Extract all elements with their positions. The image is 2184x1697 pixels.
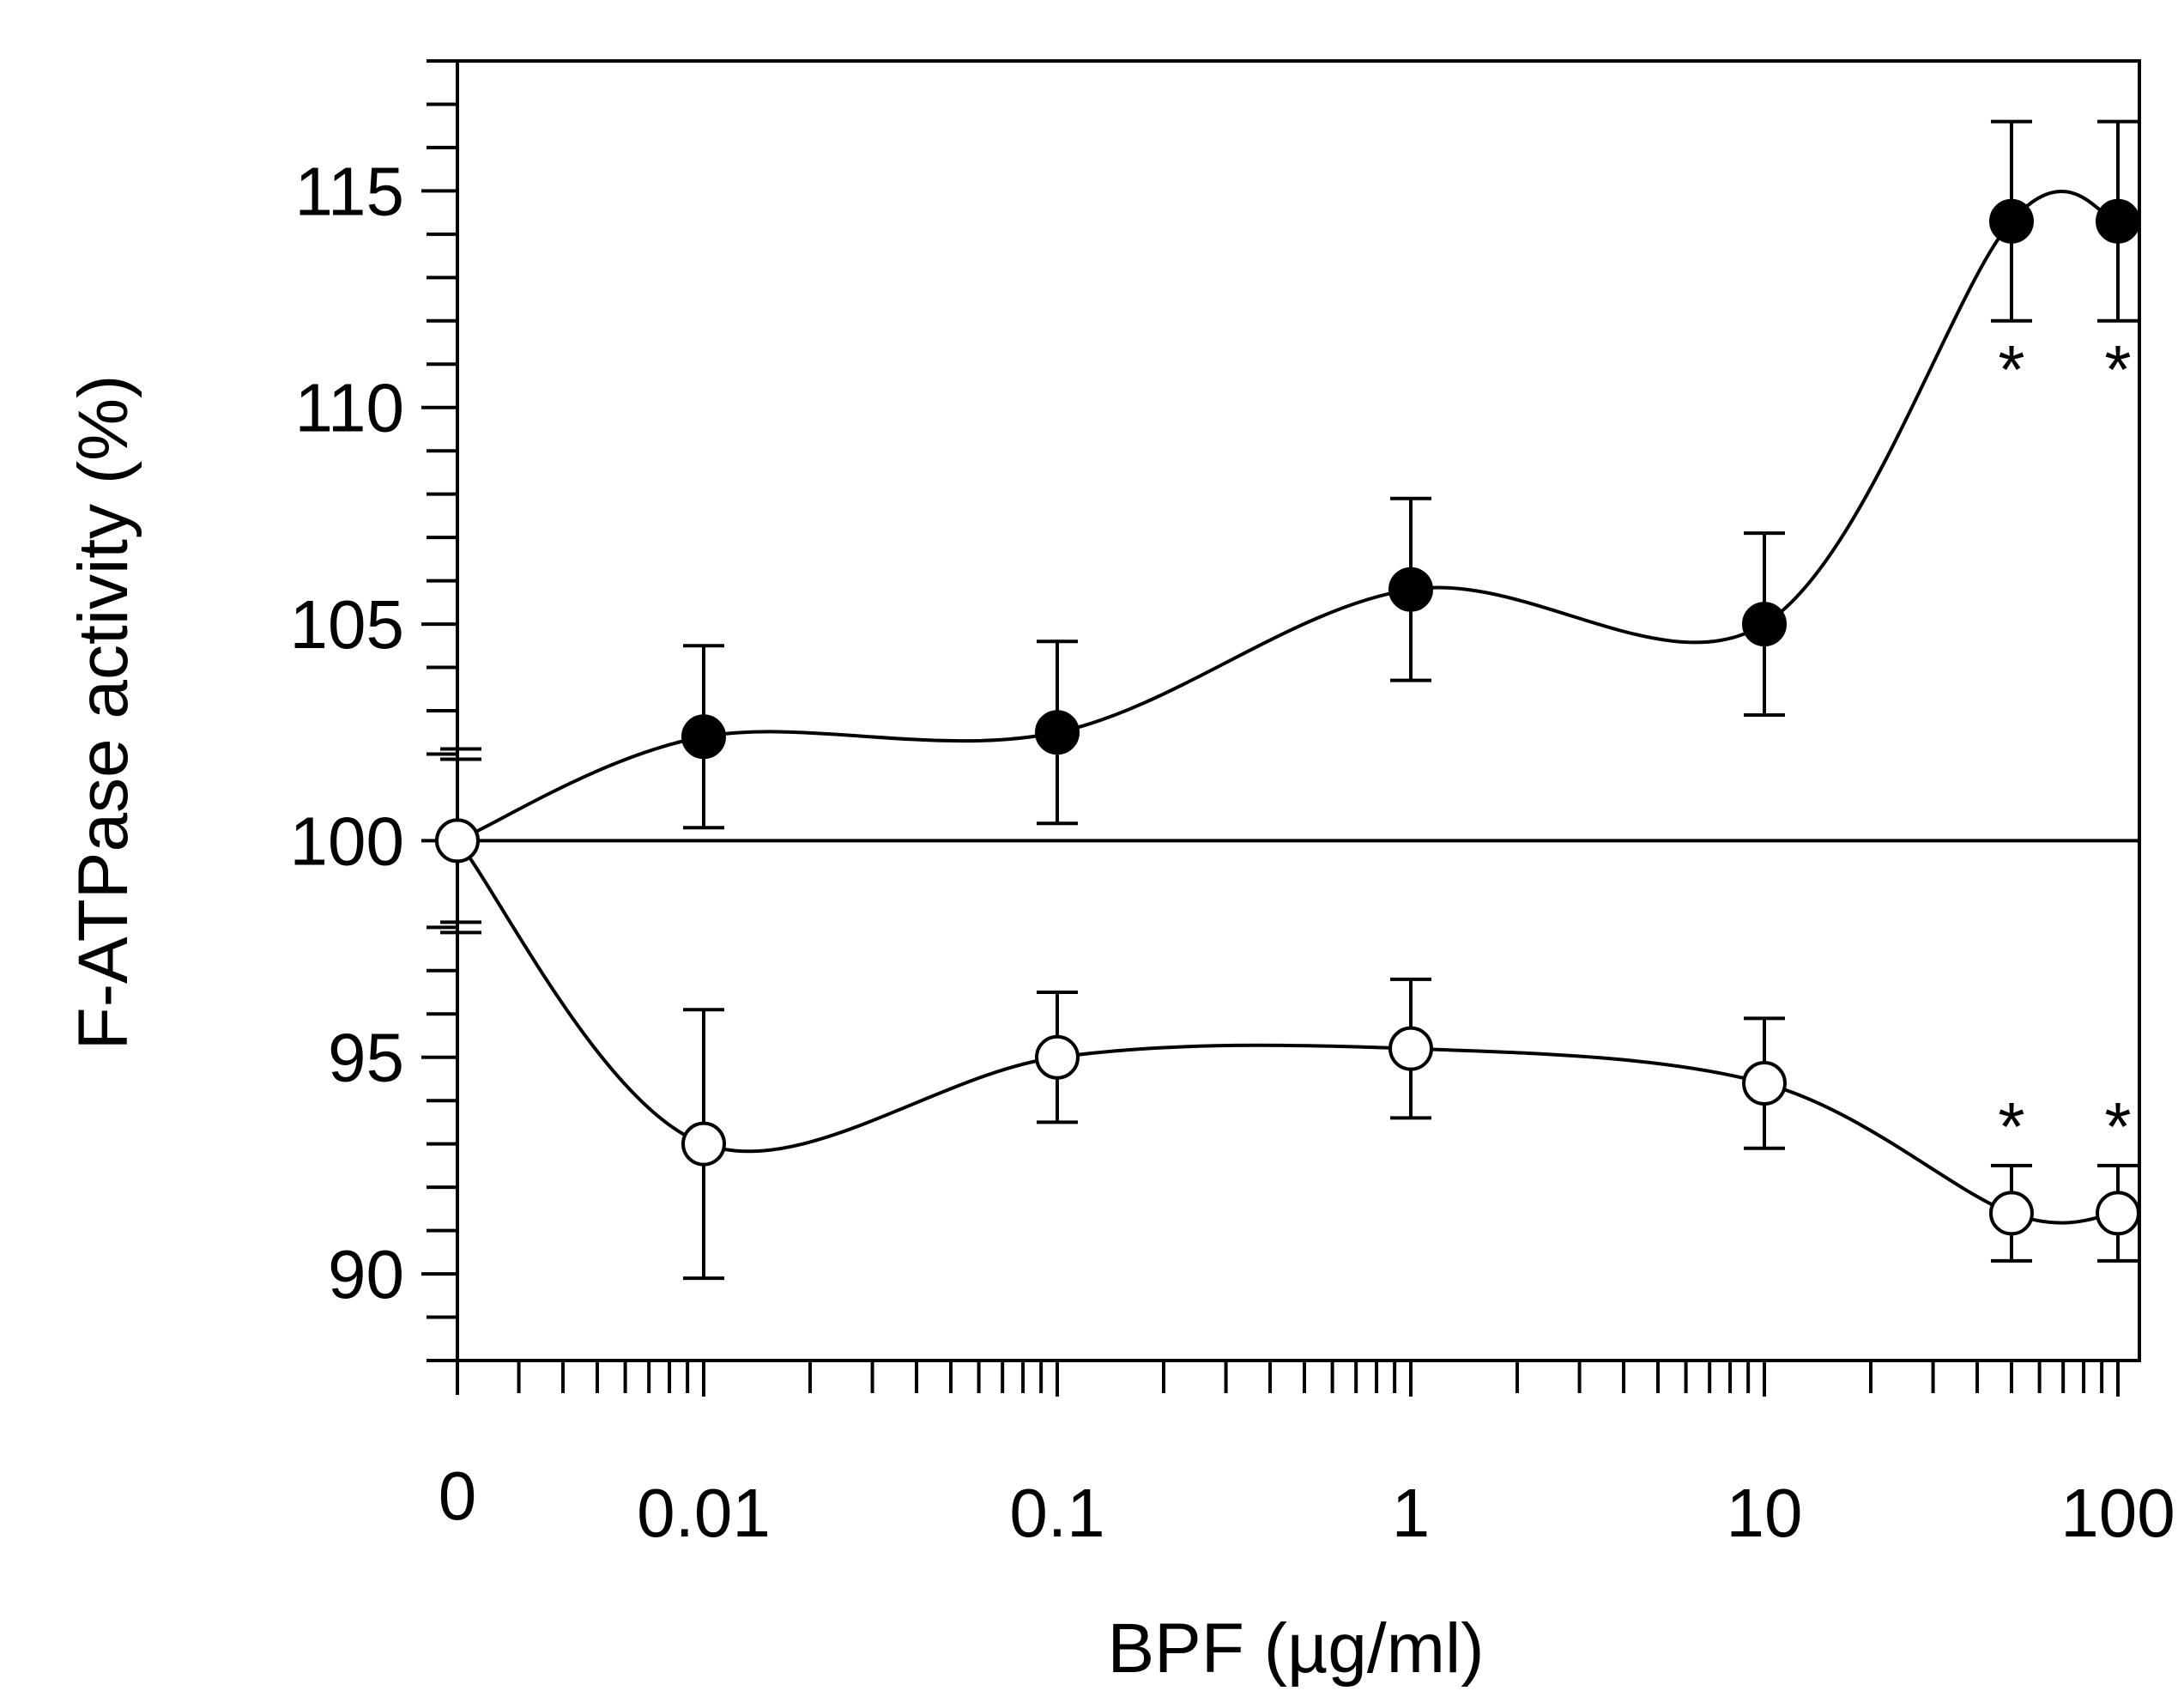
data-points <box>435 198 2140 1236</box>
series-2-curve <box>456 839 2119 1225</box>
open-data-point <box>1388 1026 1433 1071</box>
plot-border <box>456 59 2141 1362</box>
filled-data-point <box>1035 710 1080 755</box>
y-tick-label: 95 <box>328 1020 404 1096</box>
x-tick-label: 0 <box>439 1458 477 1534</box>
filled-data-point <box>1742 602 1787 647</box>
y-tick-label: 105 <box>290 586 404 663</box>
filled-data-point <box>1388 567 1433 612</box>
x-axis: 0 0.01 0.1 1 10 100 <box>439 1361 2175 1551</box>
y-tick-label: 110 <box>294 370 404 446</box>
significance-asterisk: * <box>1998 1088 2024 1165</box>
filled-data-point <box>1988 198 2034 244</box>
x-tick-label: 1 <box>1392 1475 1431 1551</box>
x-tick-label: 10 <box>1727 1475 1803 1551</box>
x-tick-label: 0.1 <box>1009 1475 1104 1551</box>
y-axis-title: F-ATPase activity (%) <box>64 375 142 1051</box>
filled-data-point <box>2096 198 2140 244</box>
y-tick-label: 100 <box>290 803 404 879</box>
open-data-point <box>681 1121 726 1167</box>
error-bars <box>683 119 2139 1281</box>
open-data-point <box>1742 1061 1787 1106</box>
significance-asterisk: * <box>2104 331 2131 408</box>
series-curves <box>456 189 2119 1225</box>
significance-marks: * * * * <box>1998 331 2131 1165</box>
open-data-point <box>1035 1034 1080 1080</box>
significance-asterisk: * <box>1998 331 2024 408</box>
filled-data-point <box>681 714 726 760</box>
x-tick-label: 0.01 <box>637 1475 771 1551</box>
plot-frame <box>456 59 2141 1362</box>
y-tick-label: 115 <box>294 153 404 229</box>
x-tick-label: 100 <box>2060 1475 2175 1551</box>
significance-asterisk: * <box>2104 1088 2131 1165</box>
open-data-point <box>2096 1191 2140 1236</box>
open-data-point <box>1988 1191 2034 1236</box>
y-axis: 90 95 100 105 110 115 <box>290 59 481 1362</box>
y-tick-label: 90 <box>328 1236 404 1312</box>
open-data-point <box>435 818 480 864</box>
x-axis-title: BPF (µg/ml) <box>1107 1609 1484 1688</box>
